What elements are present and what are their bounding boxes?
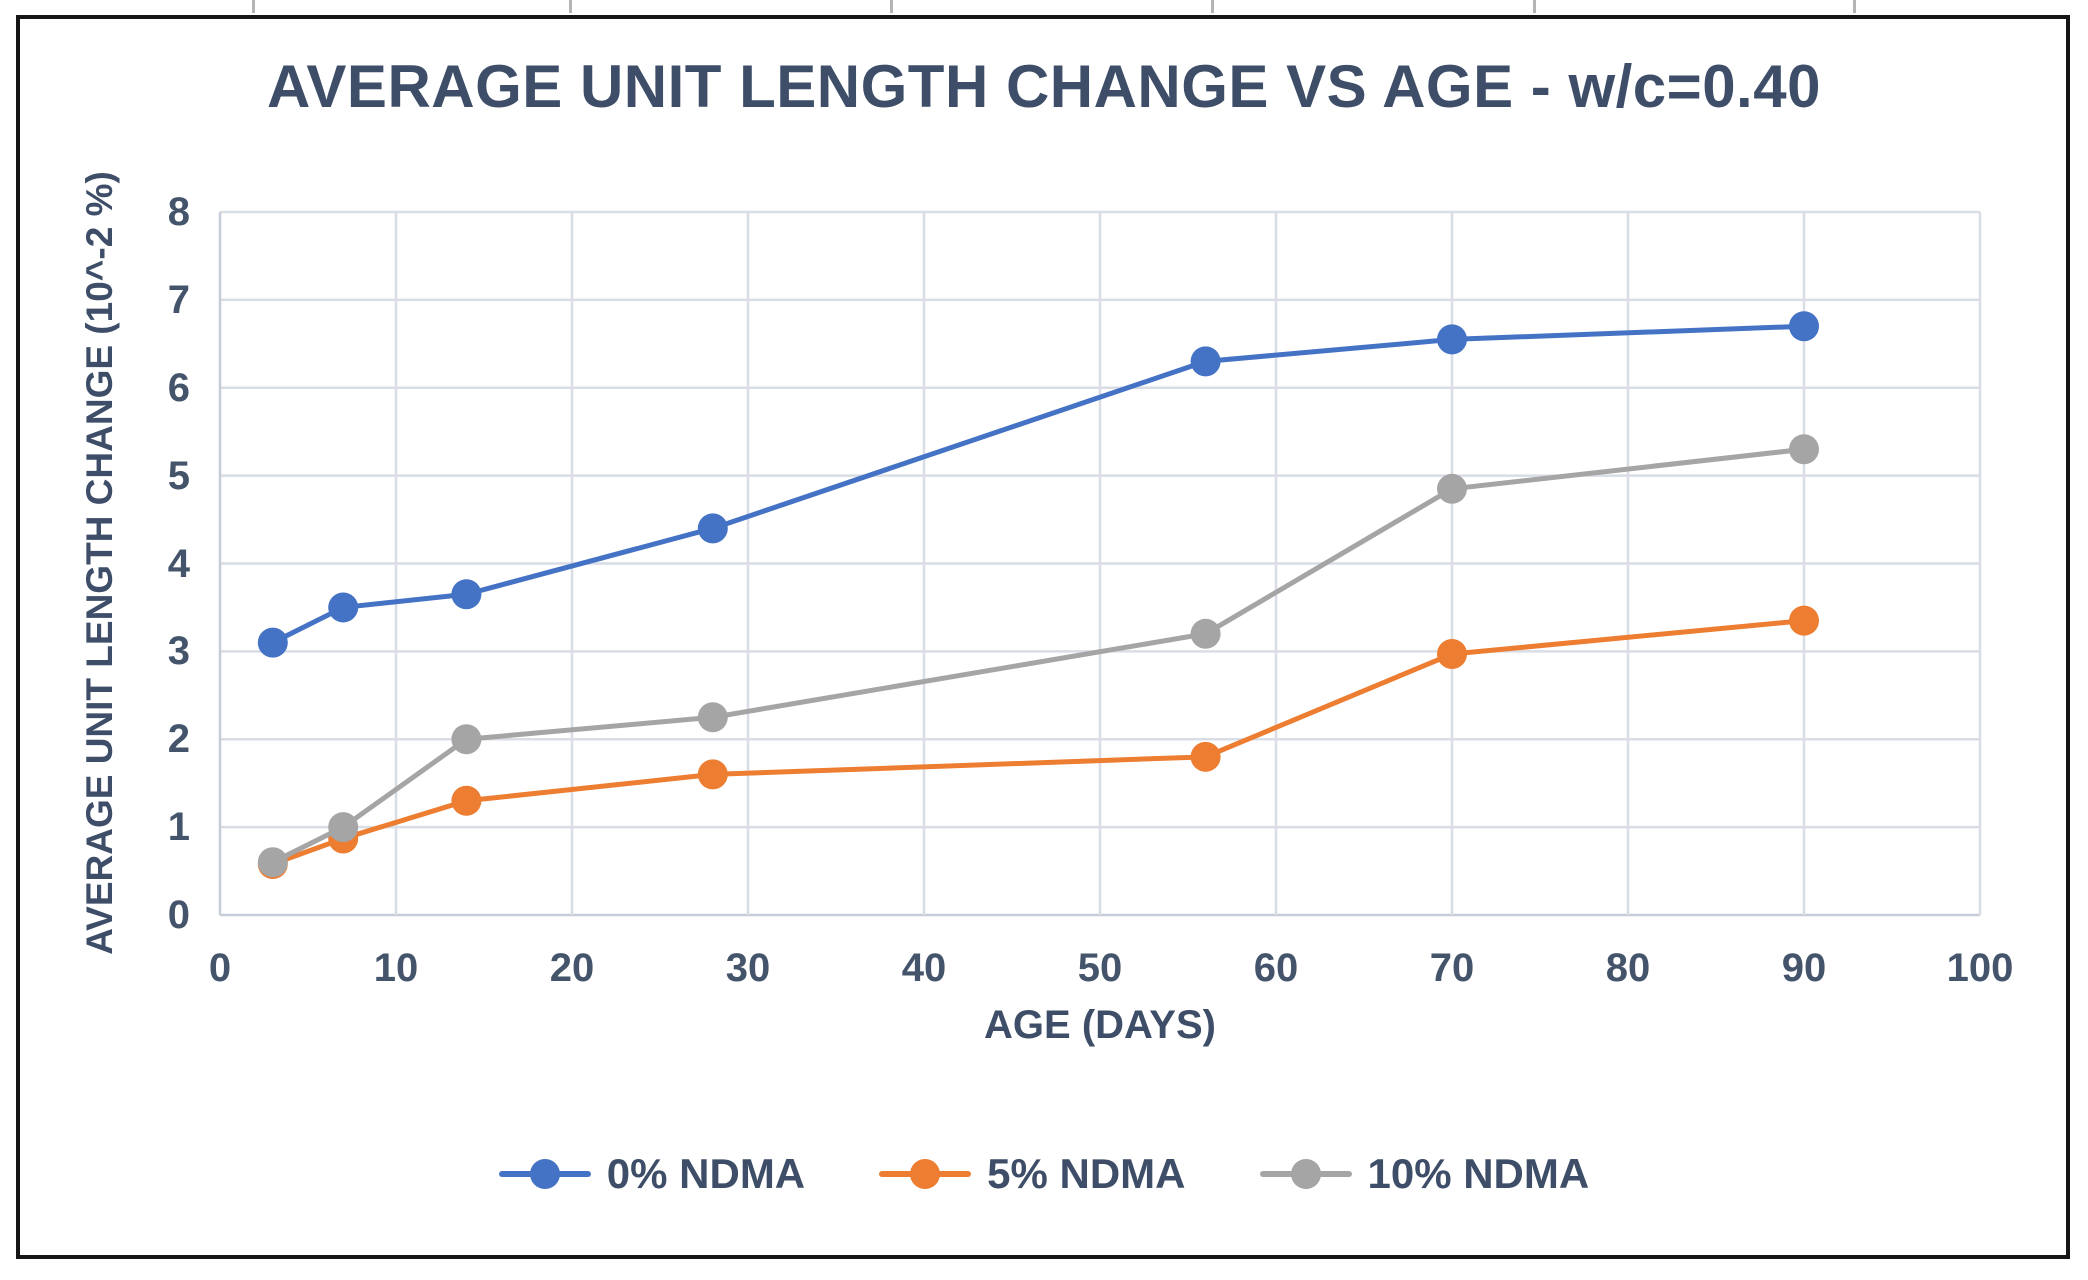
artifact-tick bbox=[1533, 0, 1536, 13]
legend-marker-icon bbox=[498, 1158, 591, 1190]
data-point-0-ndma bbox=[697, 513, 728, 544]
y-tick-label: 4 bbox=[167, 541, 190, 586]
x-tick-label: 70 bbox=[1429, 946, 1475, 990]
artifact-tick bbox=[890, 0, 893, 13]
artifact-tick bbox=[1211, 0, 1214, 13]
x-tick-label: 10 bbox=[373, 946, 419, 990]
legend-item-5-ndma: 5% NDMA bbox=[879, 1150, 1186, 1198]
data-point-5-ndma bbox=[1190, 741, 1221, 772]
legend-label: 0% NDMA bbox=[606, 1150, 806, 1197]
x-tick-label: 50 bbox=[1077, 946, 1123, 990]
y-tick-label: 8 bbox=[167, 190, 190, 234]
data-point-10-ndma bbox=[328, 812, 359, 843]
data-point-10-ndma bbox=[1437, 473, 1467, 504]
legend-item-10-ndma: 10% NDMA bbox=[1259, 1150, 1590, 1198]
y-tick-label: 5 bbox=[167, 453, 190, 498]
y-tick-label: 7 bbox=[167, 277, 190, 322]
series-line-10-ndma bbox=[270, 446, 1807, 865]
data-point-10-ndma bbox=[1789, 434, 1819, 465]
data-point-10-ndma bbox=[697, 702, 728, 733]
x-tick-label: 30 bbox=[725, 946, 771, 990]
data-point-5-ndma bbox=[1437, 639, 1467, 670]
data-point-0-ndma bbox=[1190, 346, 1221, 377]
data-point-10-ndma bbox=[1190, 618, 1221, 649]
legend-item-0-ndma: 0% NDMA bbox=[498, 1150, 806, 1198]
y-tick-label: 2 bbox=[167, 717, 190, 762]
data-point-0-ndma bbox=[328, 592, 359, 623]
series-line-0-ndma bbox=[270, 323, 1807, 646]
x-axis-title: AGE (DAYS) bbox=[984, 1003, 1216, 1047]
y-tick-label: 0 bbox=[167, 893, 190, 937]
x-tick-label: 80 bbox=[1605, 946, 1651, 990]
x-tick-label: 100 bbox=[1946, 946, 2014, 990]
y-tick-label: 3 bbox=[167, 629, 190, 674]
legend-marker-icon bbox=[1259, 1158, 1352, 1190]
data-point-10-ndma bbox=[257, 847, 288, 878]
artifact-tick bbox=[569, 0, 572, 13]
y-tick-label: 6 bbox=[167, 365, 190, 410]
data-point-5-ndma bbox=[451, 785, 482, 816]
data-point-0-ndma bbox=[257, 627, 288, 658]
x-tick-label: 40 bbox=[901, 946, 947, 990]
chart-title: AVERAGE UNIT LENGTH CHANGE VS AGE - w/c=… bbox=[267, 53, 1821, 120]
data-point-5-ndma bbox=[1789, 605, 1819, 636]
data-point-0-ndma bbox=[1437, 324, 1467, 355]
chart-border bbox=[16, 15, 2070, 1259]
x-tick-label: 60 bbox=[1253, 946, 1299, 990]
data-point-5-ndma bbox=[697, 759, 728, 790]
legend-label: 10% NDMA bbox=[1367, 1150, 1590, 1197]
artifact-tick bbox=[252, 0, 255, 13]
x-tick-label: 20 bbox=[549, 946, 595, 990]
legend-label: 5% NDMA bbox=[987, 1150, 1186, 1197]
data-point-0-ndma bbox=[1789, 311, 1819, 342]
data-point-10-ndma bbox=[451, 724, 482, 755]
x-tick-label: 0 bbox=[208, 946, 232, 990]
legend: 0% NDMA 5% NDMA 10% NDMA bbox=[0, 1150, 2088, 1198]
legend-marker-icon bbox=[879, 1158, 972, 1190]
data-point-0-ndma bbox=[451, 579, 482, 610]
y-tick-label: 1 bbox=[167, 805, 190, 850]
artifact-tick bbox=[1853, 0, 1856, 13]
x-tick-label: 90 bbox=[1781, 946, 1827, 990]
